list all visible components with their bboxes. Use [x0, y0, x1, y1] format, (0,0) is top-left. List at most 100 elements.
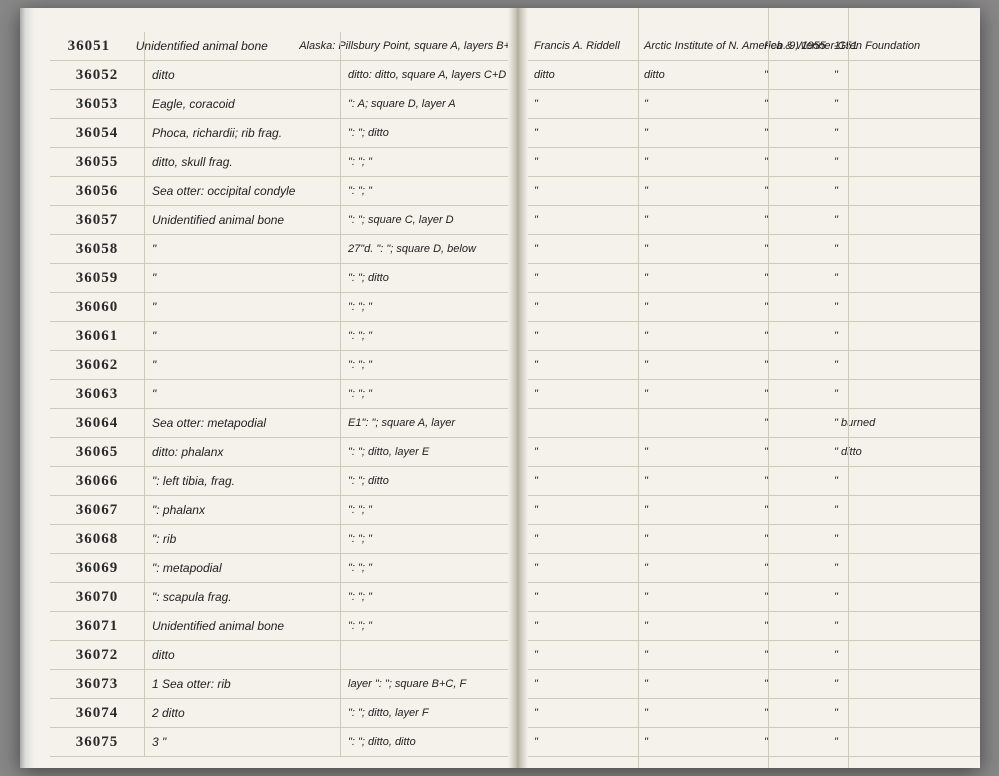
- collector: Francis A. Riddell: [534, 40, 644, 52]
- collector: ": [534, 272, 644, 284]
- catalog-number: 36072: [50, 647, 144, 664]
- collector: ditto: [534, 69, 644, 81]
- ledger-row: Francis A. RiddellArctic Institute of N.…: [528, 32, 980, 61]
- institution: ": [644, 620, 764, 632]
- specimen-description: ": [144, 242, 340, 256]
- institution: ": [644, 243, 764, 255]
- collector: ": [534, 359, 644, 371]
- ledger-row: 36051Unidentified animal boneAlaska: Pil…: [50, 32, 518, 61]
- locality: ditto: ditto, square A, layers C+D: [340, 69, 518, 81]
- locality: E1": "; square A, layer: [340, 417, 518, 429]
- collector: ": [534, 736, 644, 748]
- ledger-row: """": [528, 583, 980, 612]
- specimen-description: Sea otter: occipital condyle: [144, 184, 340, 198]
- specimen-description: ": [144, 358, 340, 372]
- institution: ": [644, 649, 764, 661]
- note: ": [834, 243, 980, 255]
- institution: ": [644, 736, 764, 748]
- date: ": [764, 736, 834, 748]
- institution: ": [644, 301, 764, 313]
- ledger-row: 36071Unidentified animal bone": "; ": [50, 612, 518, 641]
- ledger-row: 36057Unidentified animal bone": "; squar…: [50, 206, 518, 235]
- institution: ": [644, 475, 764, 487]
- institution: ": [644, 98, 764, 110]
- collector: ": [534, 185, 644, 197]
- institution: ": [644, 156, 764, 168]
- specimen-description: 3 ": [144, 735, 340, 749]
- specimen-description: ": [144, 387, 340, 401]
- catalog-number: 36051: [50, 38, 128, 55]
- ledger-row: """": [528, 728, 980, 757]
- rule-line: [638, 8, 639, 768]
- collector: ": [534, 649, 644, 661]
- institution: ": [644, 388, 764, 400]
- date: ": [764, 533, 834, 545]
- left-page: 36051Unidentified animal boneAlaska: Pil…: [20, 8, 518, 768]
- institution: ": [644, 533, 764, 545]
- ledger-row: 36064Sea otter: metapodialE1": "; square…: [50, 409, 518, 438]
- catalog-number: 36074: [50, 705, 144, 722]
- institution: ": [644, 562, 764, 574]
- ledger-row: """": [528, 467, 980, 496]
- catalog-number: 36063: [50, 386, 144, 403]
- institution: Arctic Institute of N. America & Wenner-…: [644, 40, 764, 52]
- locality: ": "; ": [340, 185, 518, 197]
- collector: ": [534, 243, 644, 255]
- collector: ": [534, 562, 644, 574]
- date: ": [764, 214, 834, 226]
- ledger-row: """": [528, 264, 980, 293]
- date: ": [764, 562, 834, 574]
- collector: ": [534, 678, 644, 690]
- catalog-number: 36057: [50, 212, 144, 229]
- ledger-book: 36051Unidentified animal boneAlaska: Pil…: [20, 8, 980, 768]
- specimen-description: ditto: phalanx: [144, 445, 340, 459]
- institution: ": [644, 504, 764, 516]
- collector: ": [534, 475, 644, 487]
- ledger-row: """": [528, 612, 980, 641]
- note: ": [834, 98, 980, 110]
- date: ": [764, 127, 834, 139]
- ledger-row: """": [528, 670, 980, 699]
- ledger-row: """": [528, 235, 980, 264]
- catalog-number: 36056: [50, 183, 144, 200]
- rule-line: [848, 8, 849, 768]
- locality: ": "; ": [340, 591, 518, 603]
- collector: ": [534, 388, 644, 400]
- rule-line: [768, 8, 769, 768]
- institution: ": [644, 185, 764, 197]
- ledger-row: 360742 ditto": "; ditto, layer F: [50, 699, 518, 728]
- catalog-number: 36067: [50, 502, 144, 519]
- date: ": [764, 69, 834, 81]
- ledger-row: """": [528, 177, 980, 206]
- date: ": [764, 301, 834, 313]
- note: ": [834, 707, 980, 719]
- locality: ": "; ": [340, 620, 518, 632]
- locality: ": "; ": [340, 156, 518, 168]
- note: ": [834, 330, 980, 342]
- ledger-row: 36058"27"d. ": "; square D, below: [50, 235, 518, 264]
- catalog-number: 36068: [50, 531, 144, 548]
- institution: ": [644, 591, 764, 603]
- collector: ": [534, 504, 644, 516]
- note: ": [834, 359, 980, 371]
- ledger-row: 36054Phoca, richardii; rib frag.": "; di…: [50, 119, 518, 148]
- ledger-row: """": [528, 293, 980, 322]
- note: ": [834, 504, 980, 516]
- institution: ": [644, 214, 764, 226]
- ledger-row: """": [528, 206, 980, 235]
- ledger-row: """": [528, 525, 980, 554]
- note: " burned: [834, 417, 980, 429]
- institution: ": [644, 272, 764, 284]
- date: ": [764, 591, 834, 603]
- ledger-row: 36063"": "; ": [50, 380, 518, 409]
- catalog-number: 36070: [50, 589, 144, 606]
- ledger-row: 36061"": "; ": [50, 322, 518, 351]
- catalog-number: 36058: [50, 241, 144, 258]
- catalog-number: 36069: [50, 560, 144, 577]
- ledger-row: 36070": scapula frag.": "; ": [50, 583, 518, 612]
- ledger-row: 36052dittoditto: ditto, square A, layers…: [50, 61, 518, 90]
- note: ": [834, 678, 980, 690]
- collector: ": [534, 707, 644, 719]
- ledger-row: 36066": left tibia, frag.": "; ditto: [50, 467, 518, 496]
- specimen-description: Unidentified animal bone: [144, 619, 340, 633]
